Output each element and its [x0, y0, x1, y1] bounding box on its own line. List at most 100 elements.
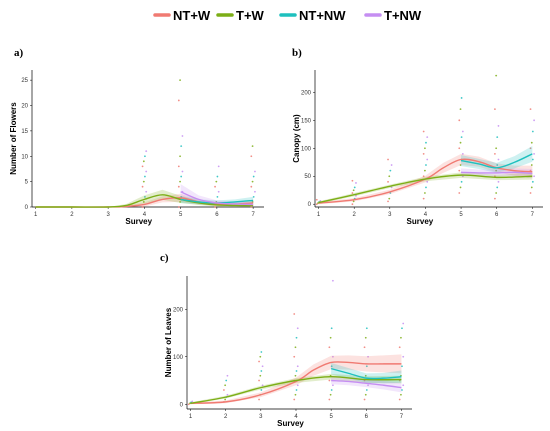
data-point — [495, 192, 498, 194]
data-point — [179, 79, 181, 82]
data-point — [402, 322, 405, 325]
x-tick-label: 6 — [495, 212, 499, 218]
y-tick-label: 5 — [25, 180, 29, 186]
data-point — [177, 99, 180, 102]
data-point — [387, 180, 389, 183]
x-tick-label: 1 — [34, 212, 38, 218]
data-point — [142, 180, 145, 183]
y-tick-label: 50 — [304, 174, 311, 180]
data-point — [387, 158, 389, 161]
series-line-t-w — [35, 194, 254, 208]
data-point — [363, 398, 366, 401]
data-point — [180, 145, 183, 148]
data-point — [398, 398, 401, 401]
y-axis-title: Canopy (cm) — [292, 114, 301, 163]
y-axis-title: Number of Leaves — [164, 307, 173, 377]
data-point — [352, 200, 355, 203]
data-point — [258, 360, 260, 363]
data-point — [216, 195, 219, 198]
data-point — [214, 206, 216, 208]
data-point — [294, 374, 297, 377]
data-point — [145, 190, 148, 193]
data-point — [529, 147, 532, 150]
x-tick-label: 1 — [189, 414, 193, 420]
data-point — [531, 180, 534, 183]
data-point — [144, 155, 146, 158]
y-tick-label: 150 — [301, 118, 312, 124]
data-point — [181, 135, 184, 137]
data-point — [142, 160, 145, 163]
y-tick-label: 0 — [180, 402, 184, 408]
data-point — [226, 393, 229, 396]
legend-label: T+NW — [384, 8, 422, 23]
data-point — [425, 186, 427, 189]
data-point — [214, 185, 216, 188]
chart-panel-b: b) 0 50 100 150 200 1 2 3 4 5 6 7 Survey Canopy (cm) — [292, 47, 543, 226]
data-point — [497, 180, 500, 183]
x-tick-label: 4 — [424, 212, 428, 218]
data-point — [424, 169, 426, 172]
data-point — [364, 374, 367, 377]
data-point — [401, 327, 403, 330]
data-point — [144, 175, 146, 178]
x-tick-label: 7 — [531, 212, 535, 218]
data-point — [187, 403, 190, 406]
chart-panel-a: a) 0 5 10 15 20 25 1 2 3 4 5 6 7 Survey Number of Flowe… — [9, 47, 264, 226]
ci-band-nt-w — [35, 193, 254, 207]
series-line-t-nw — [461, 171, 533, 175]
data-point — [426, 180, 429, 183]
series-line-nt-nw — [460, 153, 533, 169]
data-point — [461, 130, 464, 133]
data-point — [145, 170, 148, 173]
data-point — [224, 398, 227, 401]
data-point — [353, 186, 356, 189]
data-point — [529, 108, 532, 111]
x-tick-label: 6 — [215, 212, 219, 218]
data-point — [355, 194, 357, 197]
series-line-t-w — [190, 375, 402, 404]
data-point — [365, 389, 368, 391]
data-point — [351, 203, 354, 206]
data-point — [191, 400, 194, 403]
data-point — [458, 192, 461, 194]
data-point — [293, 313, 296, 315]
data-point — [495, 147, 498, 150]
data-point — [496, 186, 499, 189]
data-point — [295, 336, 298, 339]
data-point — [401, 389, 403, 391]
data-point — [329, 393, 332, 396]
y-tick-label: 100 — [173, 355, 184, 361]
x-tick-label: 6 — [365, 414, 369, 420]
data-point — [424, 192, 426, 194]
data-point — [254, 170, 256, 173]
x-tick-label: 3 — [388, 212, 392, 218]
data-point — [422, 175, 425, 178]
data-point — [461, 152, 464, 155]
panel-label: b) — [292, 47, 302, 59]
data-point — [531, 130, 534, 133]
data-point — [460, 136, 463, 139]
data-point — [363, 346, 366, 349]
data-point — [252, 175, 255, 178]
ci-band-nt-w — [190, 354, 402, 405]
data-point — [251, 180, 254, 183]
data-point — [217, 190, 220, 193]
y-tick-label: 200 — [173, 307, 184, 313]
data-point — [261, 384, 264, 387]
data-point — [426, 136, 429, 139]
data-point — [530, 141, 533, 144]
data-point — [351, 192, 354, 194]
data-point — [296, 365, 299, 368]
y-tick-label: 0 — [25, 205, 29, 211]
data-point — [296, 384, 299, 387]
data-point — [425, 164, 427, 166]
data-point — [250, 155, 253, 158]
x-tick-label: 5 — [329, 414, 333, 420]
series-line-nt-nw — [330, 367, 402, 380]
y-tick-label: 15 — [21, 129, 28, 135]
data-point — [293, 398, 296, 401]
data-point — [365, 327, 368, 330]
chart-panel-c: c) 0 100 200 1 2 3 4 5 6 7 Survey Number of Leaves — [160, 252, 412, 428]
data-point — [495, 74, 498, 77]
